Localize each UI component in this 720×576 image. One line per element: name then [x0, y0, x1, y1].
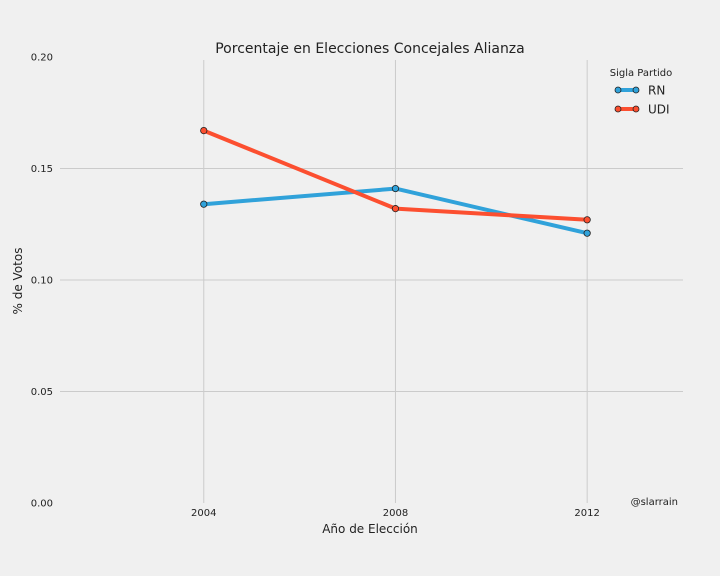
y-axis-ticks: 0.00 0.05 0.10 0.15 0.20 — [31, 53, 53, 510]
data-point-udi — [583, 216, 591, 224]
series-layer — [200, 126, 591, 237]
x-tick-label: 2012 — [574, 508, 599, 519]
legend-label-rn: RN — [648, 84, 665, 98]
data-point-rn — [200, 200, 208, 208]
legend-marker-udi — [614, 105, 622, 113]
data-point-rn — [583, 229, 591, 237]
chart-title: Porcentaje en Elecciones Concejales Alia… — [215, 41, 525, 57]
x-tick-label: 2004 — [191, 508, 216, 519]
legend-marker-rn — [632, 86, 640, 94]
legend-marker-udi — [632, 105, 640, 113]
y-tick-label: 0.15 — [31, 164, 53, 175]
x-axis-label: Año de Elección — [322, 522, 418, 536]
y-tick-label: 0.05 — [31, 387, 53, 398]
y-tick-label: 0.00 — [31, 499, 53, 510]
grid — [60, 60, 683, 503]
data-point-rn — [391, 184, 400, 193]
legend-title: Sigla Partido — [610, 68, 673, 79]
legend: Sigla Partido RN UDI — [610, 68, 673, 117]
x-tick-label: 2008 — [383, 508, 408, 519]
legend-items: RN UDI — [614, 84, 670, 117]
legend-label-udi: UDI — [648, 103, 670, 117]
y-tick-label: 0.20 — [31, 53, 53, 64]
data-point-udi — [200, 126, 208, 135]
data-point-udi — [391, 205, 400, 213]
legend-marker-rn — [614, 86, 622, 94]
credit-annotation: @slarrain — [631, 497, 678, 508]
y-tick-label: 0.10 — [31, 276, 53, 287]
x-axis-ticks: 2004 2008 2012 — [191, 508, 600, 519]
y-axis-label: % de Votos — [11, 248, 25, 315]
